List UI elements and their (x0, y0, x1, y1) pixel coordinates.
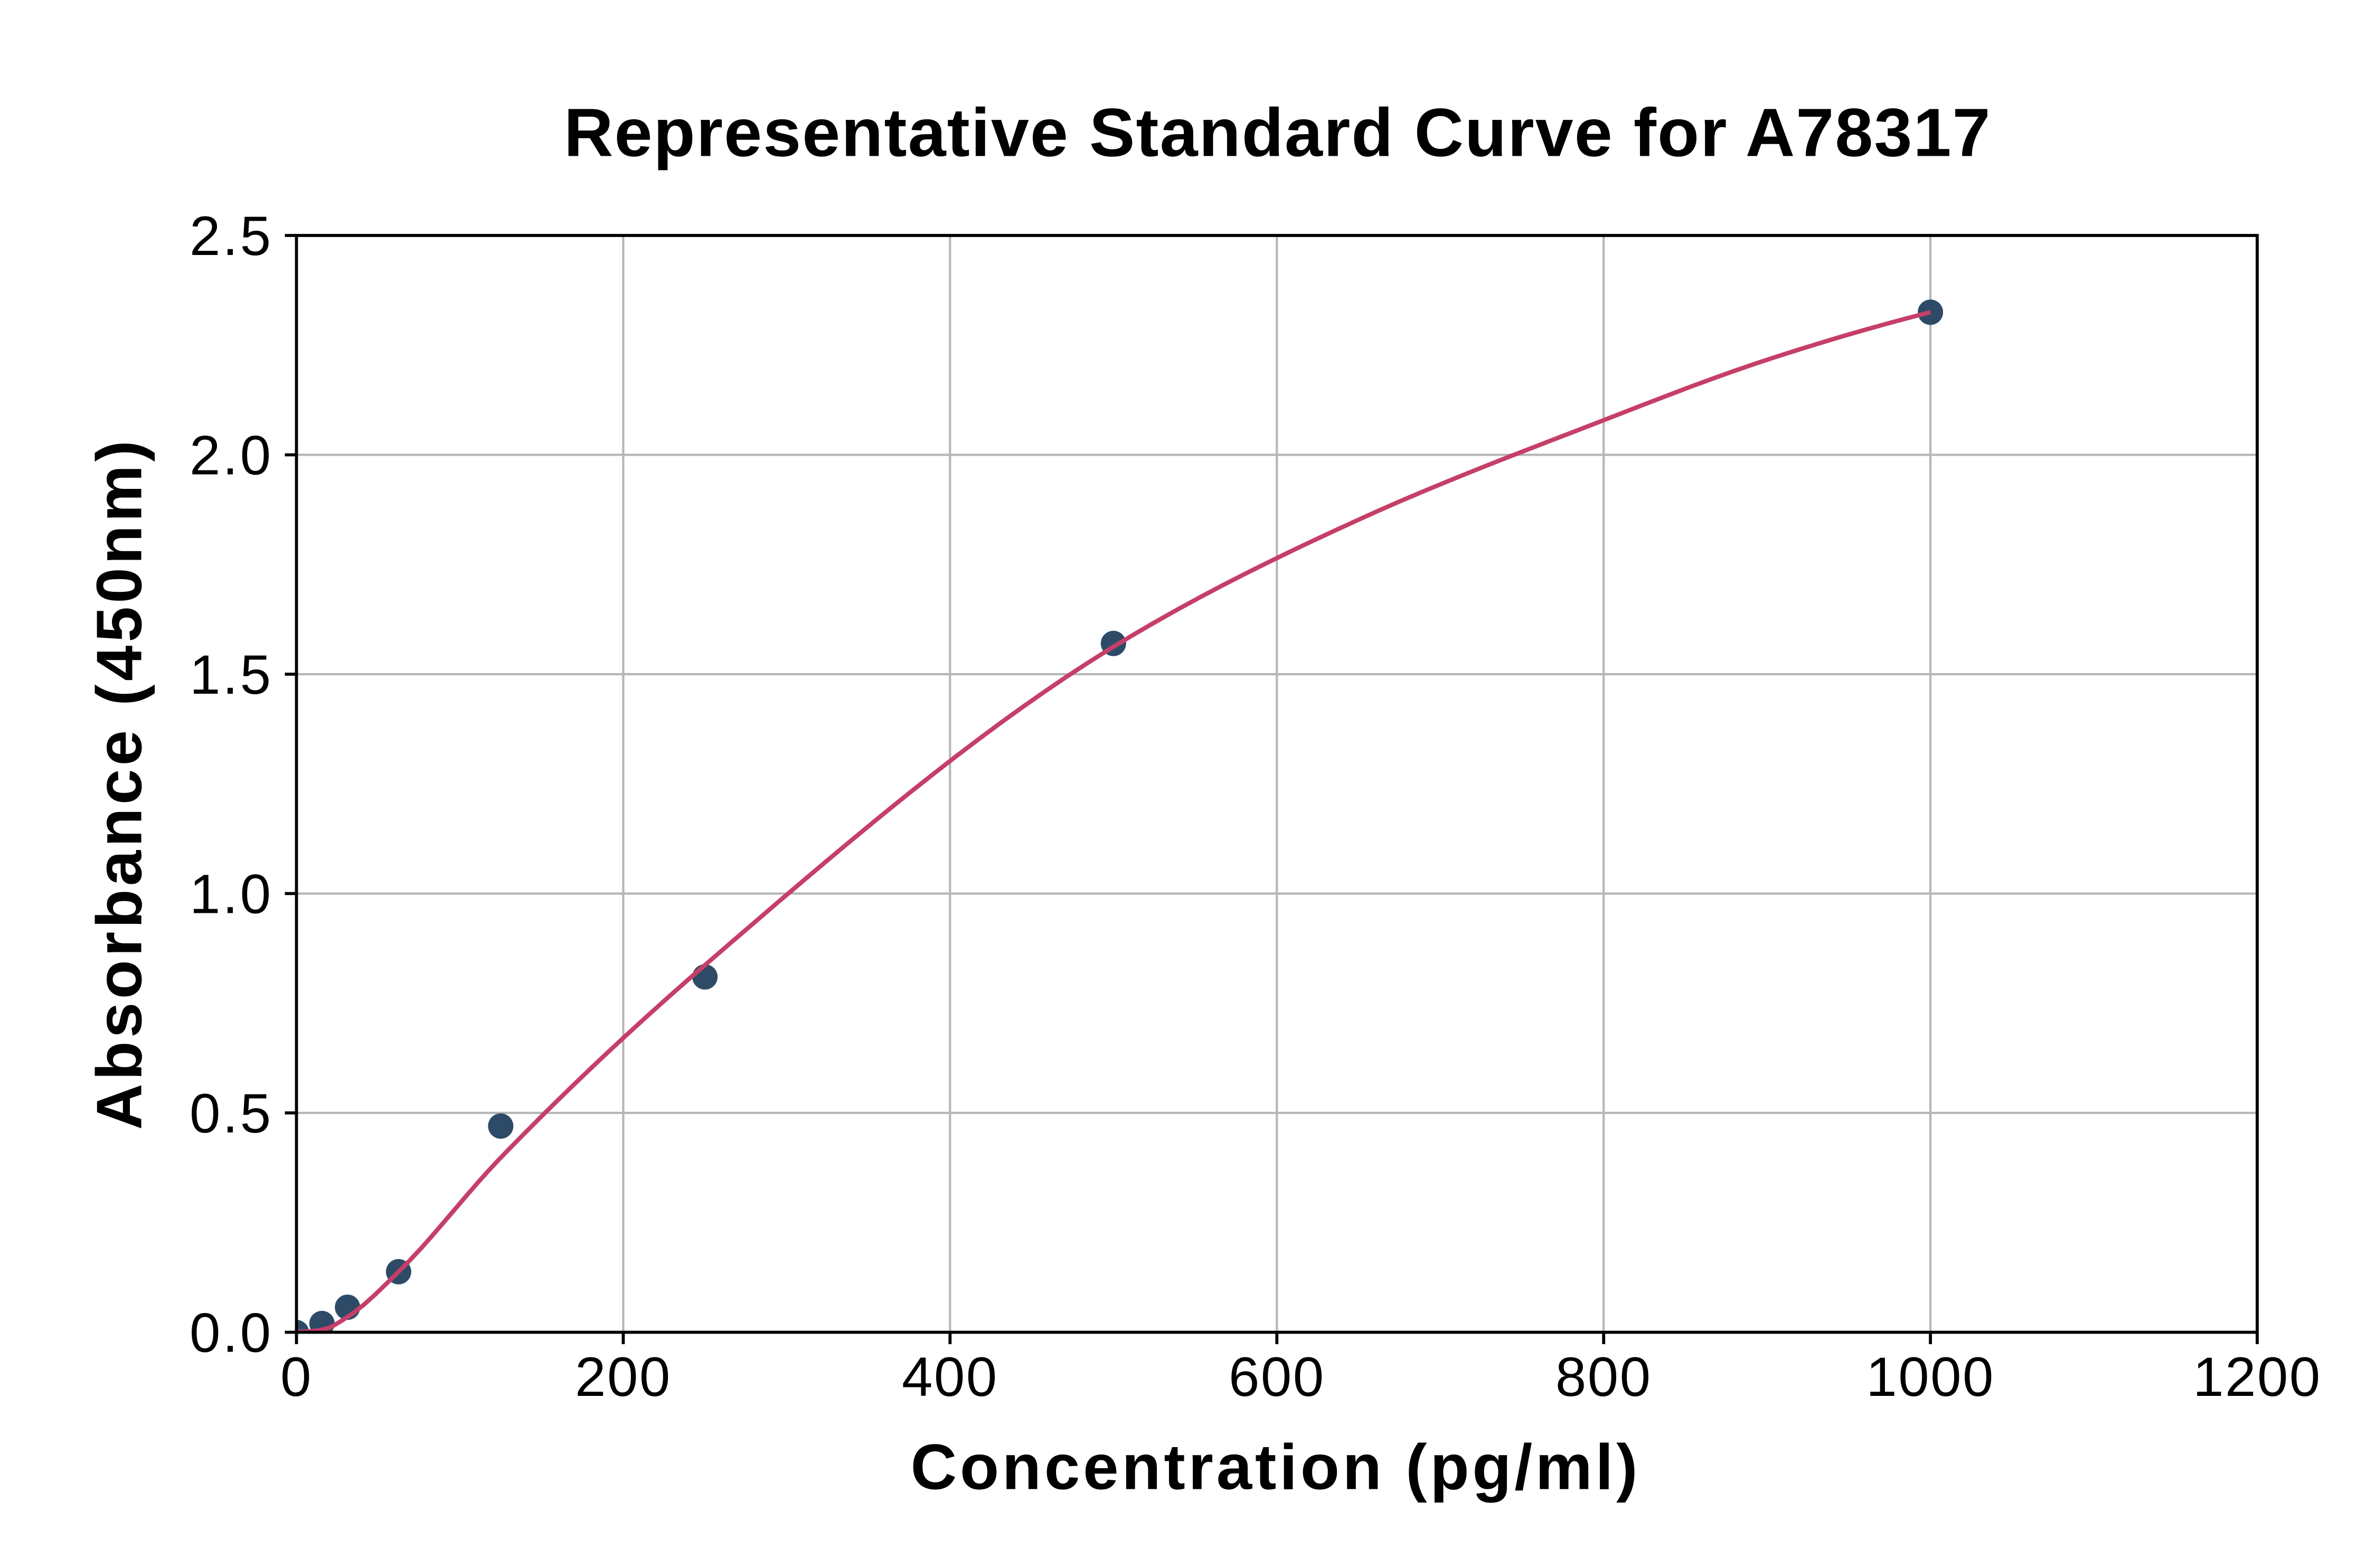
svg-text:1000: 1000 (1866, 1346, 1995, 1408)
svg-text:Representative Standard Curve: Representative Standard Curve for A78317 (564, 95, 1992, 171)
svg-text:200: 200 (575, 1346, 672, 1408)
svg-text:Concentration (pg/ml): Concentration (pg/ml) (911, 1431, 1641, 1503)
svg-text:800: 800 (1555, 1346, 1652, 1408)
svg-text:400: 400 (902, 1346, 998, 1408)
svg-text:2.5: 2.5 (190, 205, 273, 267)
svg-text:1.0: 1.0 (190, 864, 273, 925)
svg-text:0: 0 (280, 1346, 313, 1408)
svg-text:0.5: 0.5 (190, 1083, 273, 1145)
svg-text:Absorbance (450nm): Absorbance (450nm) (83, 437, 155, 1130)
svg-text:0.0: 0.0 (190, 1302, 273, 1364)
svg-text:1.5: 1.5 (190, 644, 273, 706)
svg-text:1200: 1200 (2193, 1346, 2322, 1408)
svg-text:2.0: 2.0 (190, 425, 273, 487)
svg-text:600: 600 (1229, 1346, 1325, 1408)
